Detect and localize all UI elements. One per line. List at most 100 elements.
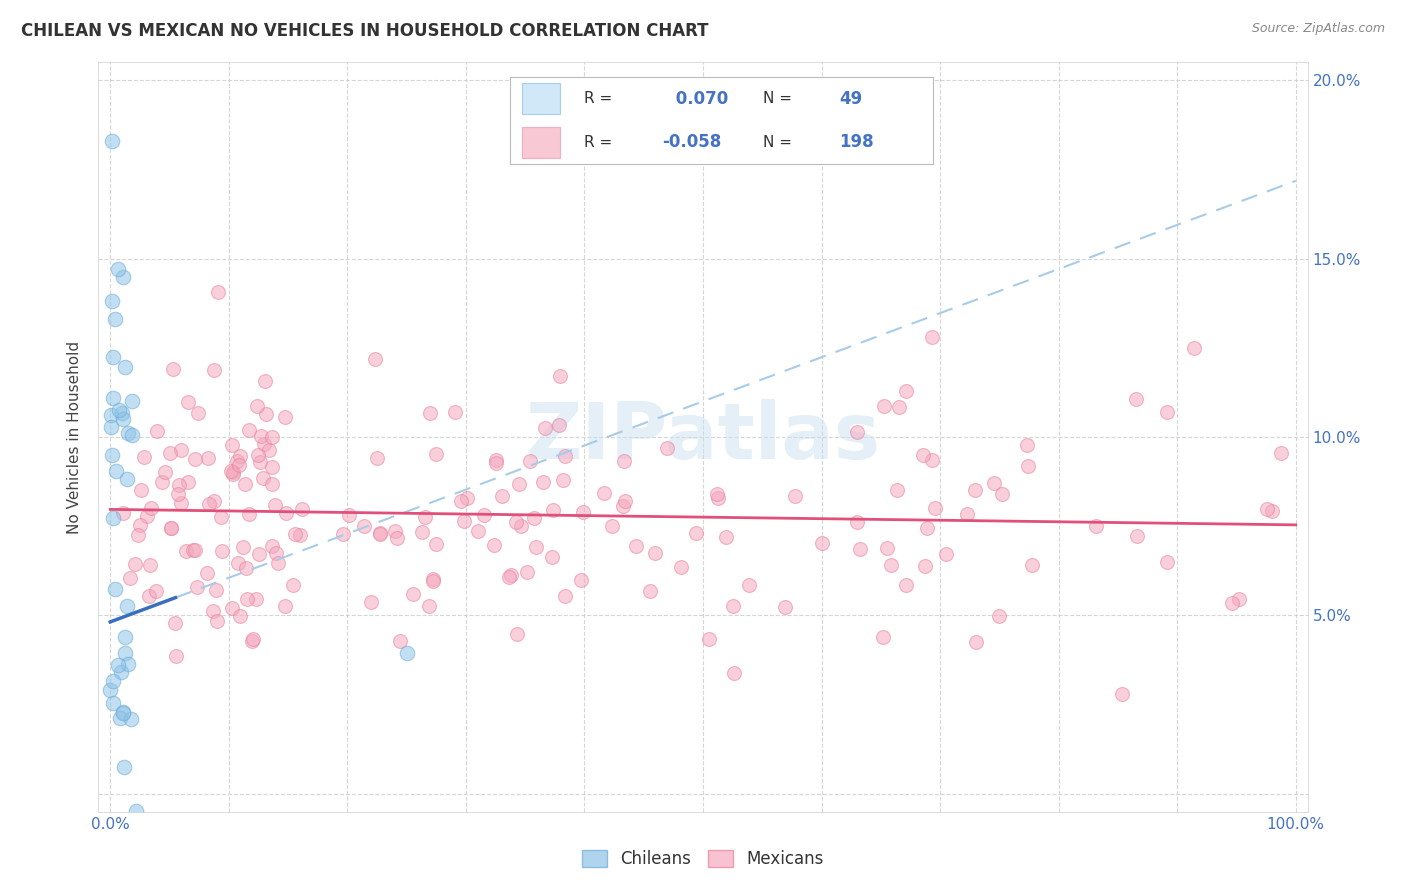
Text: CHILEAN VS MEXICAN NO VEHICLES IN HOUSEHOLD CORRELATION CHART: CHILEAN VS MEXICAN NO VEHICLES IN HOUSEH… [21,22,709,40]
Point [221,465,243,479]
Point [516,565,538,579]
Point [112,411,135,425]
Point [235,561,257,575]
Point [209,510,232,524]
Point [145,425,167,439]
Point [125,805,148,819]
Point [128,517,150,532]
Point [167,477,190,491]
Point [104,582,127,596]
Point [127,527,149,541]
Point [221,601,243,615]
Point [104,464,127,478]
Point [655,441,678,455]
Point [422,572,444,586]
Point [444,405,467,419]
Point [129,483,152,498]
Point [246,399,269,413]
Point [921,330,943,344]
Point [222,466,245,480]
Point [121,427,143,442]
Point [508,477,530,491]
Point [472,508,495,523]
Point [107,262,129,277]
Point [1270,446,1292,460]
Point [963,483,986,497]
Point [467,524,489,538]
Point [1017,458,1039,473]
Point [723,599,745,613]
Point [114,630,136,644]
Point [221,438,243,452]
Point [138,589,160,603]
Point [264,546,287,560]
Point [453,514,475,528]
Point [889,401,911,415]
Point [337,508,360,522]
Point [912,448,935,462]
Point [872,630,894,644]
Point [402,587,425,601]
Point [205,614,228,628]
Point [121,393,143,408]
Point [572,505,595,519]
Point [385,532,408,546]
Point [252,471,274,485]
Point [506,627,529,641]
Point [254,407,277,421]
Point [716,530,738,544]
Point [111,506,134,520]
Point [413,510,436,524]
Point [159,521,181,535]
Point [114,760,136,774]
Point [259,442,281,457]
Point [108,403,131,417]
Point [100,448,122,462]
Point [395,646,418,660]
Point [551,473,574,487]
Y-axis label: No Vehicles in Household: No Vehicles in Household [67,341,83,533]
Point [260,477,283,491]
Point [1256,501,1278,516]
Point [425,447,447,461]
Point [115,472,138,486]
Point [388,634,411,648]
Point [425,537,447,551]
Point [935,547,957,561]
Point [773,599,796,614]
Point [120,712,142,726]
Point [108,711,131,725]
Point [785,489,807,503]
Point [115,870,138,884]
Point [291,502,314,516]
Point [101,134,124,148]
Point [114,360,136,375]
Point [249,455,271,469]
Point [167,487,190,501]
Point [533,421,555,435]
Point [263,498,285,512]
Point [706,487,728,501]
Point [232,540,254,554]
Point [1125,529,1147,543]
Point [184,452,207,467]
Point [1227,592,1250,607]
Point [669,559,692,574]
Point [207,285,229,299]
Point [101,350,124,364]
Point [101,673,124,688]
Point [614,494,637,508]
Point [1220,596,1243,610]
Point [548,369,571,384]
Point [197,450,219,465]
Point [187,407,209,421]
Point [117,657,139,671]
Point [419,406,441,420]
Point [1111,687,1133,701]
Point [202,494,225,508]
Point [894,384,917,399]
Point [153,465,176,479]
Point [236,591,259,606]
Point [290,528,312,542]
Point [247,547,270,561]
